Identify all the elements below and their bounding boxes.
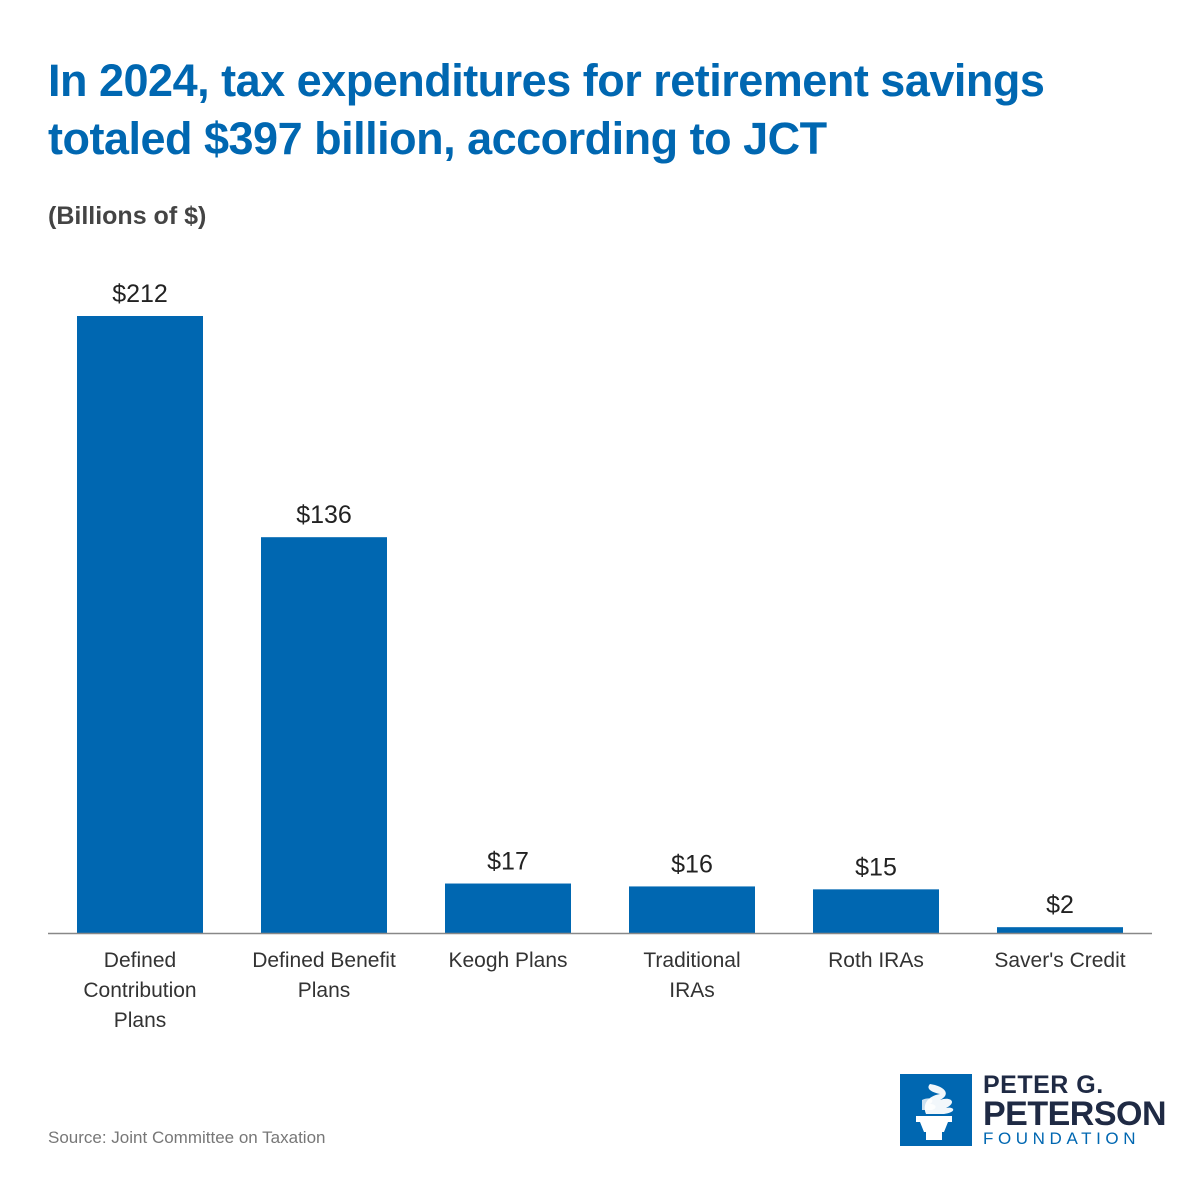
chart-title: In 2024, tax expenditures for retirement… bbox=[48, 55, 1045, 164]
value-label-4: $15 bbox=[855, 853, 897, 881]
category-label-4: Roth IRAs bbox=[828, 949, 924, 972]
value-label-5: $2 bbox=[1046, 891, 1074, 919]
logo-line-1: PETER G. bbox=[983, 1071, 1104, 1099]
category-label-1: Defined Benefit Plans bbox=[252, 949, 396, 1002]
torch-icon bbox=[900, 1074, 972, 1146]
bar-0 bbox=[77, 316, 203, 933]
value-label-3: $16 bbox=[671, 850, 713, 878]
bars-group bbox=[77, 316, 1123, 933]
value-labels-group: $212 $136 $17 $16 $15 $2 bbox=[112, 280, 1074, 919]
logo-line-3: FOUNDATION bbox=[983, 1129, 1141, 1148]
bar-5 bbox=[997, 927, 1123, 933]
bar-1 bbox=[261, 537, 387, 933]
value-label-1: $136 bbox=[296, 501, 352, 529]
category-label-5: Saver's Credit bbox=[994, 949, 1125, 972]
category-label-3: Traditional IRAs bbox=[643, 949, 740, 1002]
value-label-0: $212 bbox=[112, 280, 168, 308]
bar-chart: $212 $136 $17 $16 $15 $2 Defined Contribution P… bbox=[48, 280, 1152, 1032]
bar-3 bbox=[629, 886, 755, 933]
value-label-2: $17 bbox=[487, 848, 529, 876]
source-note: Source: Joint Committee on Taxation bbox=[48, 1128, 326, 1147]
peterson-foundation-logo: PETER G. PETERSON FOUNDATION bbox=[900, 1071, 1167, 1150]
bar-4 bbox=[813, 889, 939, 933]
category-label-2: Keogh Plans bbox=[448, 949, 567, 972]
logo-line-2: PETERSON bbox=[983, 1095, 1167, 1133]
y-axis-unit-label: (Billions of $) bbox=[48, 202, 207, 230]
category-label-0: Defined Contribution Plans bbox=[83, 949, 196, 1032]
logo-wordmark: PETER G. PETERSON FOUNDATION bbox=[983, 1071, 1167, 1148]
category-labels-group: Defined Contribution Plans Defined Benefit P… bbox=[83, 949, 1125, 1032]
bar-2 bbox=[445, 883, 571, 933]
